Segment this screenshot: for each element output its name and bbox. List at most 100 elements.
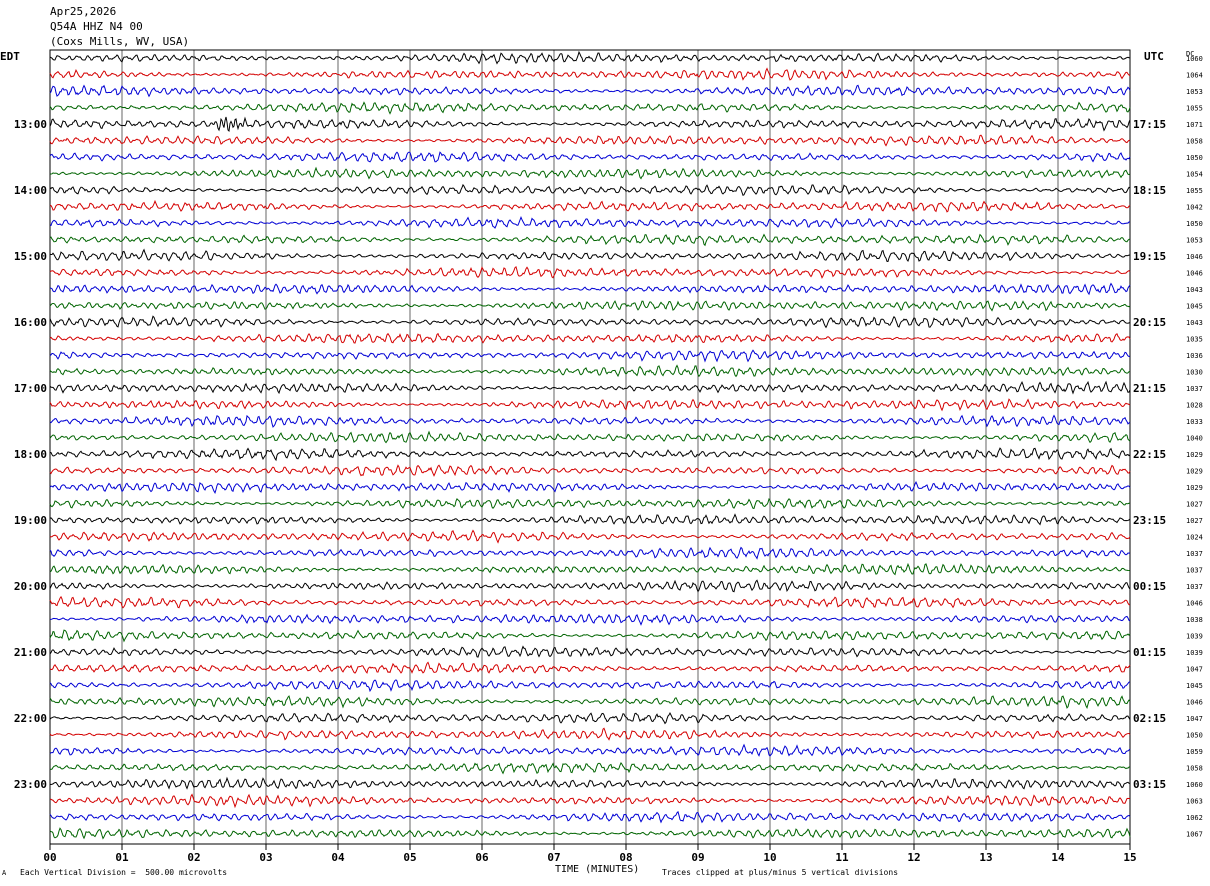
dc-offset-label: 1055	[1186, 187, 1203, 195]
trace-row	[49, 248, 1131, 263]
left-hour-label: 20:00	[14, 580, 47, 593]
trace-row	[49, 101, 1131, 115]
x-tick-label: 09	[691, 851, 704, 864]
trace-row	[49, 546, 1131, 560]
header-date: Apr25,2026	[50, 5, 117, 18]
x-tick-label: 06	[475, 851, 489, 864]
dc-offset-label: 1029	[1186, 451, 1203, 459]
trace-row	[49, 216, 1131, 229]
dc-offset-label: 1050	[1186, 154, 1203, 162]
x-tick-label: 01	[115, 851, 129, 864]
trace-row	[49, 810, 1131, 824]
dc-offset-label: 1046	[1186, 270, 1203, 278]
trace-row	[49, 562, 1131, 576]
dc-offset-label: 1037	[1186, 567, 1203, 575]
x-tick-label: 05	[403, 851, 416, 864]
dc-offset-label: 1067	[1186, 831, 1203, 839]
trace-row	[49, 380, 1131, 395]
plot-frame	[49, 49, 1131, 845]
dc-offset-label: 1053	[1186, 88, 1203, 96]
dc-offset-label: 1033	[1186, 418, 1203, 426]
right-hour-label: 19:15	[1133, 250, 1166, 263]
trace-row	[49, 679, 1131, 693]
x-tick-label: 11	[835, 851, 849, 864]
trace-row	[49, 579, 1131, 593]
dc-offset-header: DC	[1186, 50, 1195, 58]
x-tick-label: 07	[547, 851, 560, 864]
trace-row	[49, 481, 1131, 495]
dc-offset-label: 1037	[1186, 550, 1203, 558]
dc-offset-label: 1030	[1186, 369, 1203, 377]
dc-offset-label: 1050	[1186, 732, 1203, 740]
dc-offset-label: 1058	[1186, 138, 1203, 146]
x-tick-label: 08	[619, 851, 632, 864]
right-hour-label: 01:15	[1133, 646, 1166, 659]
trace-row	[49, 827, 1131, 840]
right-hour-label: 20:15	[1133, 316, 1166, 329]
trace-row	[49, 776, 1131, 790]
right-hour-label: 03:15	[1133, 778, 1166, 791]
trace-row	[49, 793, 1131, 809]
trace-row	[49, 116, 1131, 133]
dc-offset-label: 1040	[1186, 435, 1203, 443]
trace-row	[49, 332, 1131, 344]
trace-row	[49, 315, 1131, 329]
trace-row	[49, 711, 1131, 725]
trace-row	[49, 166, 1131, 180]
dc-offset-label: 1036	[1186, 352, 1203, 360]
dc-offset-label: 1035	[1186, 336, 1203, 344]
left-hour-label: 13:00	[14, 118, 47, 131]
corner-mark: A	[2, 869, 7, 877]
trace-row	[49, 67, 1131, 81]
trace-row	[49, 595, 1131, 609]
dc-offset-label: 1046	[1186, 600, 1203, 608]
left-hour-label: 14:00	[14, 184, 47, 197]
x-axis-label: TIME (MINUTES)	[555, 864, 640, 875]
dc-offset-label: 1047	[1186, 666, 1203, 674]
right-hour-label: 00:15	[1133, 580, 1166, 593]
right-timezone-label: UTC	[1144, 50, 1164, 63]
x-tick-label: 04	[331, 851, 345, 864]
dc-offset-label: 1046	[1186, 699, 1203, 707]
dc-offset-label: 1060	[1186, 781, 1203, 789]
dc-offset-label: 1045	[1186, 682, 1203, 690]
trace-row	[49, 464, 1131, 477]
trace-row	[49, 447, 1131, 462]
trace-row	[49, 661, 1131, 674]
trace-row	[49, 645, 1131, 658]
dc-offset-label: 1060	[1186, 55, 1203, 63]
trace-row	[49, 151, 1131, 163]
left-timezone-label: EDT	[0, 50, 20, 63]
dc-offset-label: 1039	[1186, 649, 1203, 657]
dc-offset-label: 1062	[1186, 814, 1203, 822]
dc-offset-label: 1063	[1186, 798, 1203, 806]
right-hour-label: 23:15	[1133, 514, 1166, 527]
x-tick-label: 02	[187, 851, 200, 864]
header-station: Q54A HHZ N4 00	[50, 20, 143, 33]
trace-row	[49, 497, 1131, 509]
clip-note: Traces clipped at plus/minus 5 vertical …	[662, 868, 899, 877]
dc-offset-label: 1046	[1186, 253, 1203, 261]
right-hour-label: 02:15	[1133, 712, 1166, 725]
dc-offset-label: 1027	[1186, 517, 1203, 525]
dc-offset-label: 1043	[1186, 319, 1203, 327]
header-location: (Coxs Mills, WV, USA)	[50, 35, 190, 48]
right-hour-label: 21:15	[1133, 382, 1166, 395]
dc-offset-label: 1059	[1186, 748, 1203, 756]
dc-offset-label: 1027	[1186, 501, 1203, 509]
dc-offset-label: 1045	[1186, 303, 1203, 311]
trace-row	[49, 282, 1131, 296]
trace-row	[49, 199, 1131, 213]
x-tick-label: 14	[1051, 851, 1065, 864]
left-hour-label: 21:00	[14, 646, 47, 659]
trace-row	[49, 414, 1131, 428]
trace-row	[49, 364, 1131, 378]
trace-row	[49, 430, 1131, 444]
trace-row	[49, 50, 1131, 65]
dc-offset-label: 1039	[1186, 633, 1203, 641]
x-tick-label: 13	[979, 851, 992, 864]
left-hour-label: 23:00	[14, 778, 47, 791]
trace-row	[49, 300, 1131, 312]
dc-offset-label: 1043	[1186, 286, 1203, 294]
